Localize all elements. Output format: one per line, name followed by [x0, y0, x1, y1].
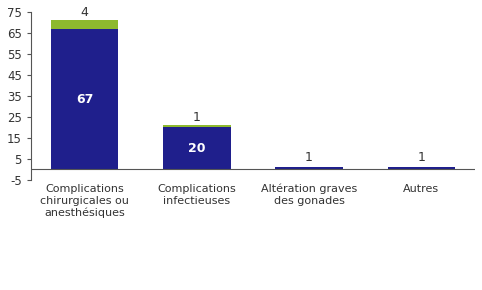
Text: 1: 1: [305, 151, 313, 164]
Text: 67: 67: [76, 93, 94, 106]
Bar: [51, 29, 119, 169]
Bar: [163, 127, 230, 169]
Text: 1: 1: [417, 151, 425, 164]
Text: 20: 20: [188, 142, 206, 155]
Text: 1: 1: [193, 110, 201, 124]
Bar: [163, 125, 230, 127]
Bar: [51, 20, 119, 29]
Bar: [388, 167, 455, 169]
Bar: [275, 167, 343, 169]
Text: 4: 4: [81, 6, 89, 19]
